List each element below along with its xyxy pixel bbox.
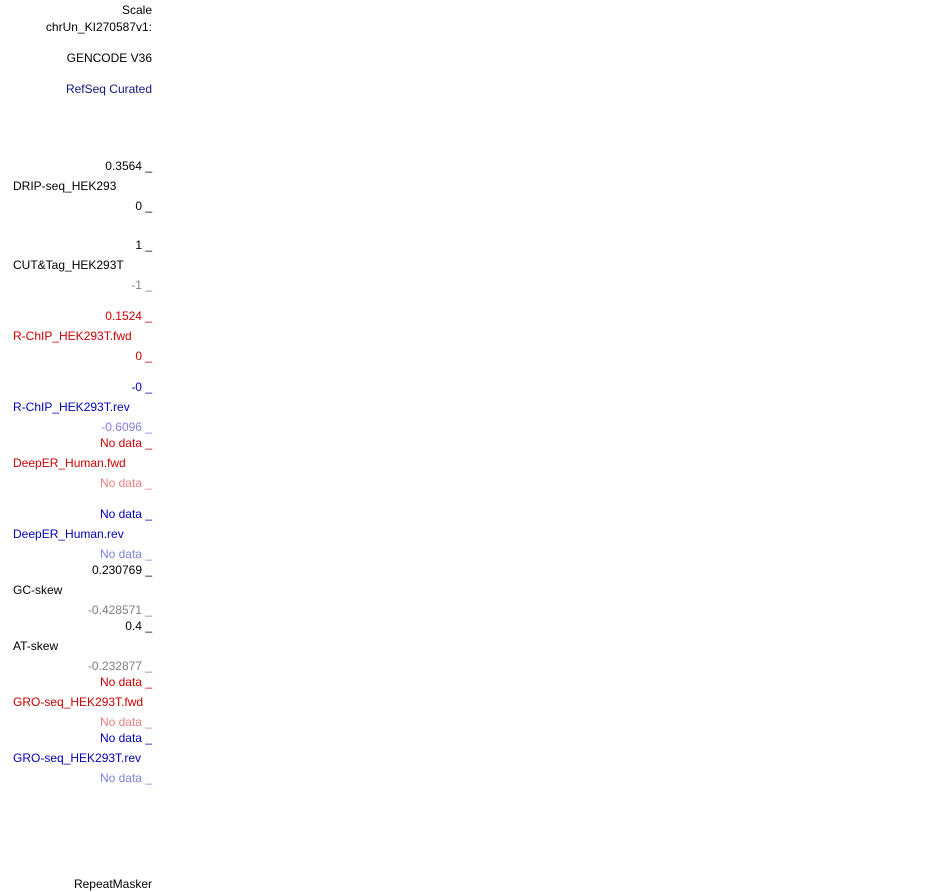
axis-max: -0 _ xyxy=(131,380,152,394)
axis-max: No data _ xyxy=(99,507,152,521)
axis-min: -0.6096 _ xyxy=(101,420,152,434)
axis-max: No data _ xyxy=(99,675,152,689)
axis-min: -0.428571 _ xyxy=(87,603,152,617)
axis-min: No data _ xyxy=(99,476,152,490)
axis-min: -0.232877 _ xyxy=(87,659,152,673)
axis-max: 0.1524 _ xyxy=(105,309,152,323)
track-name[interactable]: GRO-seq_HEK293T.rev xyxy=(13,751,142,765)
axis-max: 1 _ xyxy=(135,238,152,252)
track-name[interactable]: DRIP-seq_HEK293 xyxy=(13,179,117,193)
axis-min: No data _ xyxy=(99,547,152,561)
axis-max: 0.3564 _ xyxy=(105,159,152,173)
track-name[interactable]: AT-skew xyxy=(13,639,59,653)
track-name[interactable]: GENCODE V36 xyxy=(66,51,152,65)
axis-min: No data _ xyxy=(99,771,152,785)
chrom-label: chrUn_KI270587v1: xyxy=(45,20,152,34)
track-name[interactable]: DeepER_Human.rev xyxy=(13,527,124,541)
track-name[interactable]: R-ChIP_HEK293T.fwd xyxy=(13,329,132,343)
track-name[interactable]: GRO-seq_HEK293T.fwd xyxy=(13,695,144,709)
axis-max: No data _ xyxy=(99,436,152,450)
track-name[interactable]: DeepER_Human.fwd xyxy=(13,456,126,470)
track-name[interactable]: GC-skew xyxy=(13,583,63,597)
axis-max: 0.230769 _ xyxy=(91,563,152,577)
track-name[interactable]: R-ChIP_HEK293T.rev xyxy=(13,400,130,414)
track-name[interactable]: RefSeq Curated xyxy=(65,82,152,96)
track-name[interactable]: CUT&Tag_HEK293T xyxy=(13,258,124,272)
scale-label: Scale xyxy=(121,3,152,17)
axis-min: No data _ xyxy=(99,715,152,729)
track-name[interactable]: RepeatMasker xyxy=(73,877,152,891)
axis-min: -1 _ xyxy=(131,278,152,292)
axis-max: No data _ xyxy=(99,731,152,745)
axis-min: 0 _ xyxy=(135,199,152,213)
axis-min: 0 _ xyxy=(135,349,152,363)
axis-max: 0.4 _ xyxy=(125,619,152,633)
